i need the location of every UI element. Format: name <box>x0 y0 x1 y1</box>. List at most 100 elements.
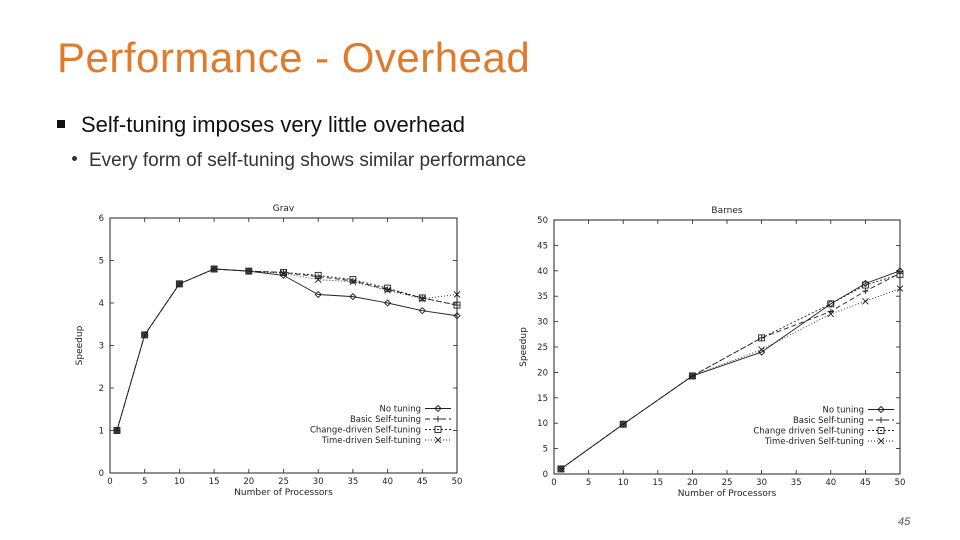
grav-x-tick-label-5: 5 <box>142 477 147 487</box>
slide-title: Performance - Overhead <box>57 34 531 81</box>
grav-legend-marker-no-tuning <box>434 404 442 413</box>
barnes-y-tick-label-0: 0 <box>543 470 548 480</box>
barnes-series-time-driven-self-tuning-point-30 <box>758 346 765 353</box>
barnes-series-time-driven-self-tuning <box>557 285 904 473</box>
barnes-y-axis-label: Speedup <box>519 327 529 367</box>
barnes-y-tick-label-35: 35 <box>537 292 548 302</box>
barnes-legend-label-no-tuning: No tuning <box>822 406 864 416</box>
square-bullet-icon <box>57 120 65 129</box>
barnes-x-tick-label-40: 40 <box>825 478 836 488</box>
grav-y-tick-label-2: 2 <box>99 384 104 394</box>
barnes-series-time-driven-self-tuning-point-30-b <box>758 346 765 353</box>
grav-series-time-driven-self-tuning-point-25-b <box>280 269 287 277</box>
barnes-x-tick-label-25: 25 <box>722 478 733 488</box>
grav-series-time-driven-self-tuning-point-25 <box>280 269 287 277</box>
barnes-title: Barnes <box>711 206 742 216</box>
grav-series-change-driven-self-tuning <box>113 265 461 434</box>
grav-series-change-driven-self-tuning-point-30 <box>314 271 322 279</box>
barnes-series-time-driven-self-tuning-point-10-b <box>619 420 627 428</box>
grav-legend-marker-time-driven-self-tuning <box>434 436 442 444</box>
grav-series-time-driven-self-tuning-point-10-b <box>176 280 183 288</box>
grav-legend-label-change-driven-self-tuning: Change-driven Self-tuning <box>310 426 421 436</box>
barnes-y-tick-label-50: 50 <box>537 216 548 226</box>
barnes-x-tick-label-50: 50 <box>895 478 906 488</box>
barnes-series-time-driven-self-tuning-point-40 <box>827 310 835 318</box>
grav-series-time-driven-self-tuning-point-35-b <box>349 278 357 286</box>
barnes-legend-marker-time-driven-self-tuning <box>877 437 885 445</box>
barnes-series-no-tuning-point-45 <box>861 279 870 288</box>
barnes-series-basic-self-tuning-point-45 <box>862 288 869 295</box>
grav-y-tick-label-6: 6 <box>99 214 104 224</box>
grav-series-change-driven-self-tuning-point-25 <box>280 268 287 276</box>
grav-series-time-driven-self-tuning-point-20-b <box>245 267 253 275</box>
grav-legend-marker-time-driven-self-tuning-b <box>434 436 442 444</box>
grav-series-time-driven-self-tuning-point-5-b <box>141 331 149 339</box>
barnes-series-time-driven-self-tuning-point-20-b <box>689 372 696 380</box>
grav-legend-marker-change-driven-self-tuning <box>434 426 442 433</box>
grav-series-no-tuning-point-30 <box>314 290 322 299</box>
barnes-x-axis-label: Number of Processors <box>678 489 777 499</box>
barnes-series-change-driven-self-tuning-point-50 <box>896 270 904 278</box>
grav-series-no-tuning-point-35 <box>349 292 357 301</box>
barnes-legend-marker-basic-self-tuning <box>878 417 884 423</box>
grav-series-change-driven-self-tuning-point-20 <box>245 267 253 275</box>
grav-series-change-driven-self-tuning-point-5 <box>141 331 149 339</box>
barnes-series-time-driven-self-tuning-point-10 <box>619 420 627 428</box>
barnes-y-tick-label-5: 5 <box>543 445 548 455</box>
barnes-x-tick-label-10: 10 <box>618 478 629 488</box>
barnes-x-tick-label-30: 30 <box>756 478 767 488</box>
bullet-sub: Every form of self-tuning shows similar … <box>72 150 526 172</box>
grav-series-time-driven-self-tuning-point-40 <box>384 286 391 294</box>
grav-series-time-driven-self-tuning-point-45 <box>418 295 426 303</box>
bullet-sub-text: Every form of self-tuning shows similar … <box>89 150 527 171</box>
grav-legend-label-basic-self-tuning: Basic Self-tuning <box>350 415 421 425</box>
grav-legend-label-no-tuning: No tuning <box>379 405 421 415</box>
grav-y-tick-label-0: 0 <box>99 469 104 479</box>
barnes-series-time-driven-self-tuning-point-50 <box>896 285 904 292</box>
grav-series-no-tuning-point-45 <box>418 307 426 315</box>
barnes-series-time-driven-self-tuning-point-50-b <box>896 285 904 292</box>
grav-series-change-driven-self-tuning-line <box>116 268 458 431</box>
grav-y-tick-label-1: 1 <box>99 427 104 437</box>
grav-series-time-driven-self-tuning-point-15-b <box>210 265 218 273</box>
grav-title: Grav <box>273 204 295 214</box>
grav-series-time-driven-self-tuning-point-50-b <box>453 291 461 298</box>
grav-series-time-driven-self-tuning-point-35 <box>349 278 357 286</box>
page-number: 45 <box>898 516 911 528</box>
grav-y-ticks: 0 1 2 3 4 5 6 <box>99 214 457 479</box>
barnes-legend-marker-time-driven-self-tuning-b <box>877 437 885 445</box>
grav-series-time-driven-self-tuning-point-45-b <box>418 295 426 303</box>
grav-series-change-driven-self-tuning-point-35 <box>349 276 357 284</box>
barnes-y-tick-label-30: 30 <box>537 318 548 328</box>
grav-series-no-tuning-point-50 <box>453 312 461 320</box>
grav-x-tick-label-50: 50 <box>452 477 463 487</box>
barnes-legend-marker-change-driven-self-tuning <box>877 427 885 434</box>
barnes-series-time-driven-self-tuning-point-20 <box>689 372 696 380</box>
barnes-x-ticks: 0 5 10 15 20 25 30 35 40 45 50 <box>551 220 905 488</box>
grav-x-tick-label-0: 0 <box>107 477 112 487</box>
grav-y-tick-label-3: 3 <box>99 342 104 352</box>
barnes-x-tick-label-5: 5 <box>586 478 591 488</box>
grav-series-time-driven-self-tuning-point-50 <box>453 291 461 298</box>
barnes-x-tick-label-45: 45 <box>860 478 871 488</box>
barnes-legend-label-change-driven-self-tuning: Change driven Self-tuning <box>753 427 864 437</box>
barnes-series-change-driven-self-tuning-point-45 <box>861 281 869 289</box>
barnes-legend-label-time-driven-self-tuning: Time-driven Self-tuning <box>764 437 864 447</box>
barnes-x-tick-label-20: 20 <box>687 478 698 488</box>
grav-x-tick-label-30: 30 <box>313 477 324 487</box>
grav-series-time-driven-self-tuning-point-20 <box>245 267 253 275</box>
grav-y-tick-label-5: 5 <box>99 257 104 267</box>
bullet-main: Self-tuning imposes very little overhead <box>57 112 465 138</box>
grav-series-time-driven-self-tuning-point-40-b <box>384 286 391 294</box>
grav-series-change-driven-self-tuning-point-15 <box>210 265 218 273</box>
barnes-x-tick-label-15: 15 <box>652 478 663 488</box>
barnes-series-time-driven-self-tuning-point-1 <box>557 465 565 473</box>
barnes-x-tick-label-0: 0 <box>551 478 556 488</box>
grav-x-tick-label-10: 10 <box>174 477 185 487</box>
dot-bullet-icon <box>72 156 77 162</box>
grav-x-axis-label: Number of Processors <box>234 488 333 498</box>
barnes-y-tick-label-20: 20 <box>537 368 548 378</box>
barnes-speedup-chart: Barnes 0 5 10 15 20 25 30 35 40 45 50 0 5 10 15 20 25 30 35… <box>519 206 905 499</box>
